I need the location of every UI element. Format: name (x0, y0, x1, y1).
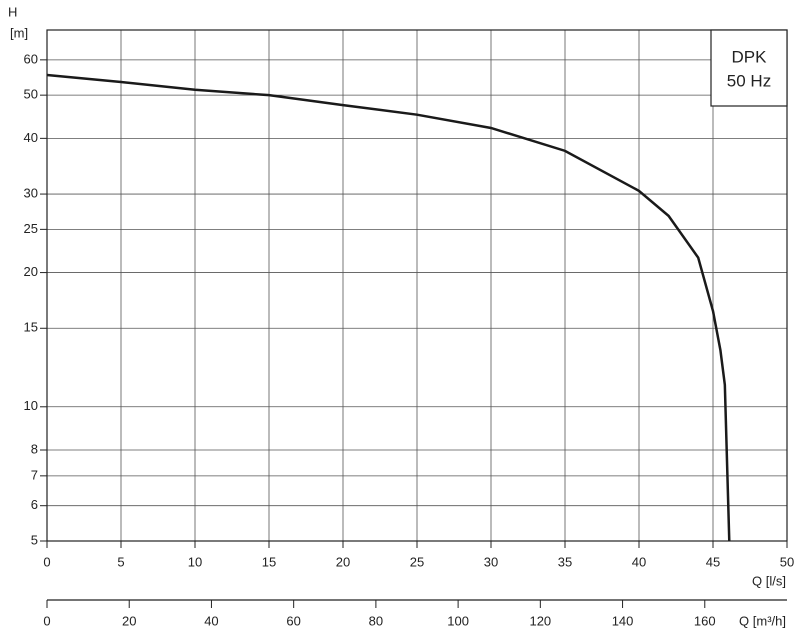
y-tick-label: 25 (24, 221, 38, 236)
y-tick-label: 60 (24, 51, 38, 66)
x-tick-label: 10 (188, 554, 202, 569)
x2-tick-label: 160 (694, 613, 716, 628)
x-tick-label: 30 (484, 554, 498, 569)
x-tick-label: 25 (410, 554, 424, 569)
x-tick-label: 15 (262, 554, 276, 569)
y-unit: [m] (10, 25, 28, 40)
annotation: DPK (732, 47, 768, 66)
x2-tick-label: 120 (529, 613, 551, 628)
x2-tick-label: 40 (204, 613, 218, 628)
x2-tick-label: 100 (447, 613, 469, 628)
x-tick-label: 0 (43, 554, 50, 569)
x2-tick-label: 60 (286, 613, 300, 628)
annotation-box (710, 29, 788, 107)
y-tick-label: 10 (24, 398, 38, 413)
x-tick-label: 45 (706, 554, 720, 569)
y-tick-label: 30 (24, 185, 38, 200)
x-tick-label: 20 (336, 554, 350, 569)
x-tick-label: 5 (117, 554, 124, 569)
x2-tick-label: 80 (369, 613, 383, 628)
plot-frame (46, 29, 788, 542)
y-tick-label: 7 (31, 467, 38, 482)
y-tick-label: 20 (24, 264, 38, 279)
x-tick-label: 40 (632, 554, 646, 569)
y-tick-label: 5 (31, 532, 38, 547)
y-tick-label: 40 (24, 130, 38, 145)
y-label: H (8, 4, 17, 19)
x-tick-label: 35 (558, 554, 572, 569)
y-tick-label: 8 (31, 441, 38, 456)
annotation: 50 Hz (727, 71, 771, 90)
x2-tick-label: 140 (612, 613, 634, 628)
y-tick-label: 50 (24, 87, 38, 102)
x2-label: Q [m³/h] (739, 613, 786, 628)
x2-tick-label: 20 (122, 613, 136, 628)
x2-tick-label: 0 (43, 613, 50, 628)
x-label: Q [l/s] (752, 573, 786, 588)
curve (46, 73, 731, 542)
x-tick-label: 50 (780, 554, 794, 569)
y-tick-label: 15 (24, 320, 38, 335)
y-tick-label: 6 (31, 497, 38, 512)
